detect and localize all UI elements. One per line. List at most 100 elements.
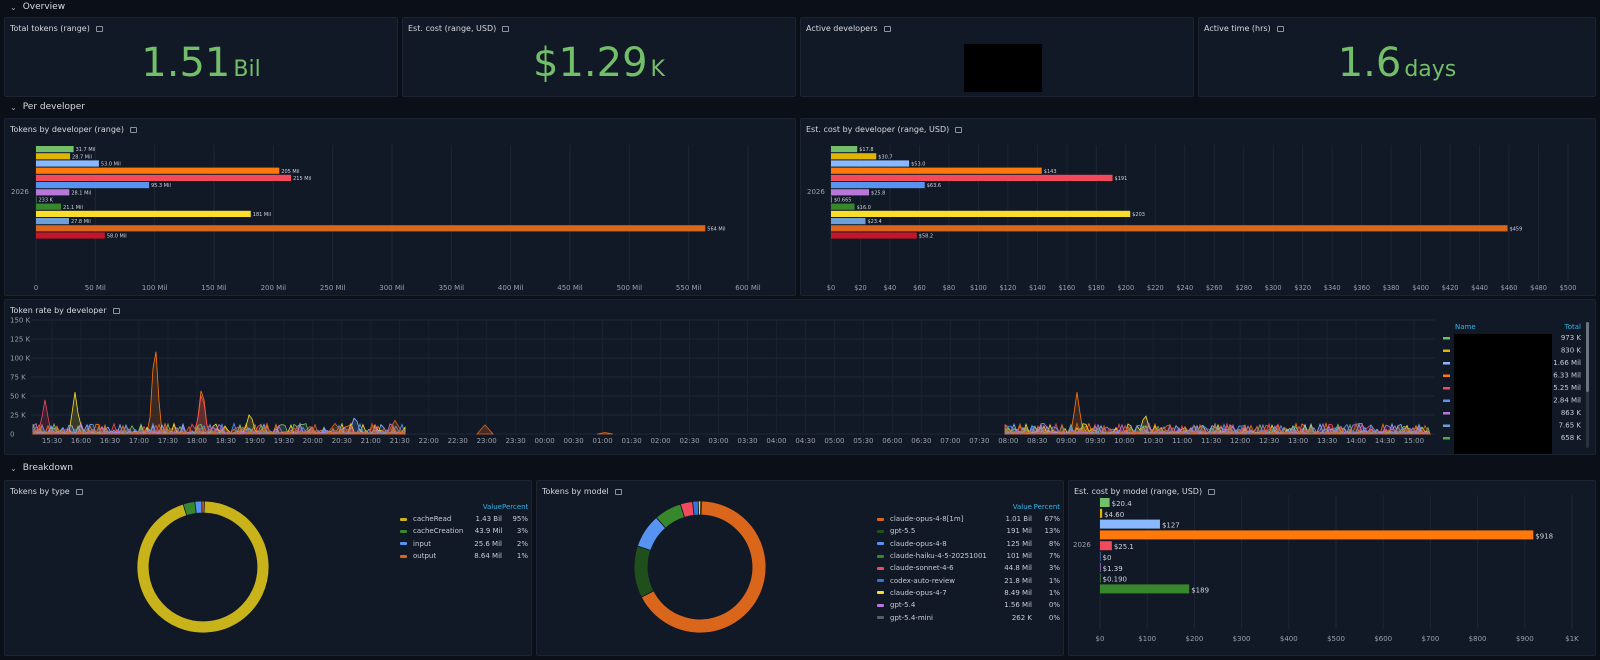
stat-value: 1.6 days [1337,40,1457,86]
chevron-down-icon: ⌄ [10,2,17,12]
bar-label: $189 [1191,586,1209,594]
legend-value: 125 Mil [1006,539,1032,548]
row-overview[interactable]: ⌄ Overview [0,0,1600,14]
x-tick-label: $800 [1469,635,1487,643]
bar-label: 215 Mil [293,176,311,182]
pie-slice [194,500,203,514]
series-line [300,425,320,435]
bar [36,160,99,167]
x-tick-label: $500 [1560,284,1577,292]
legend-item[interactable]: codex-auto-review 21.8 Mil 1% [877,574,1060,586]
bar-label: 95.3 Mil [151,183,171,189]
x-tick-label: $320 [1294,284,1311,292]
x-tick-label: 21:00 [361,437,381,445]
bar-label: 58.0 Mil [107,234,127,240]
legend-item[interactable]: claude-opus-4-8[1m] 1.01 Bil 67% [877,513,1060,525]
bar-label: $0 [1103,554,1112,562]
x-tick-label: $900 [1516,635,1534,643]
bar-label: $918 [1535,532,1553,540]
cost-by-developer-chart: $0 $20 $40 $60 $80 $100 $120 $140 $160 $180 $200 $2… [807,145,1577,292]
bar-label: $20.4 [1112,500,1133,508]
x-tick-label: $0 [1096,635,1105,643]
legend-item[interactable]: gpt-5.5 191 Mil 13% [877,525,1060,537]
legend-item[interactable]: cacheRead 1.43 Bil 95% [400,513,528,525]
category-label: 2026 [11,188,29,196]
bar [831,189,870,196]
x-tick-label: 23:00 [477,437,497,445]
x-tick-label: $160 [1058,284,1075,292]
panel-menu-icon[interactable] [95,25,103,32]
panel-menu-icon[interactable] [883,25,891,32]
panel-menu-icon[interactable] [1208,488,1216,495]
legend-item[interactable]: gpt-5.4 1.56 Mil 0% [877,599,1060,611]
legend-swatch [1443,387,1450,390]
x-tick-label: 04:30 [795,437,815,445]
legend-item[interactable]: claude-haiku-4-5-20251001 101 Mil 7% [877,550,1060,562]
panel-menu-icon[interactable] [1276,25,1284,32]
x-tick-label: 21:30 [390,437,410,445]
legend-total: 658 K [1561,434,1582,442]
bar-label: $17.8 [859,147,873,153]
x-tick-label: $80 [943,284,956,292]
panel-menu-icon[interactable] [112,307,120,314]
panel-menu-icon[interactable] [75,488,83,495]
legend-value: 1.01 Bil [1005,515,1032,524]
row-per-developer-title: Per developer [22,102,85,112]
legend-percent: 95% [512,515,528,524]
bar [831,210,1131,217]
legend-total: 5.25 Mil [1553,384,1581,392]
legend-item[interactable]: cacheCreation 43.9 Mil 3% [400,525,528,537]
panel-menu-icon[interactable] [502,25,510,32]
panel-menu-icon[interactable] [129,126,137,133]
legend-swatch [1443,374,1450,377]
x-tick-label: 13:30 [1317,437,1337,445]
x-tick-label: 350 Mil [439,284,465,292]
legend-item[interactable]: claude-opus-4-7 8.49 Mil 1% [877,587,1060,599]
legend-percent: 3% [516,527,528,536]
pie-slice [136,500,270,634]
legend-name: gpt-5.4-mini [890,613,933,622]
x-tick-label: $20 [854,284,867,292]
panel-title: Tokens by model [542,487,609,496]
bar [1100,519,1160,529]
legend-percent: 7% [1048,552,1060,561]
x-tick-label: 10:30 [1143,437,1163,445]
series-line [32,351,1431,435]
legend-name: output [413,552,437,561]
legend-total: 7.65 K [1559,422,1582,430]
legend-item[interactable]: claude-sonnet-4-6 44.8 Mil 3% [877,562,1060,574]
chevron-down-icon: ⌄ [10,463,17,473]
x-tick-label: 550 Mil [676,284,702,292]
x-tick-label: $300 [1233,635,1251,643]
legend-swatch [400,542,407,546]
legend-value: 101 Mil [1006,552,1032,561]
legend-total: 2.84 Mil [1553,397,1581,405]
panel-menu-icon[interactable] [955,126,963,133]
legend-item[interactable]: input 25.6 Mil 2% [400,538,528,550]
panel-menu-icon[interactable] [614,488,622,495]
legend-item[interactable]: gpt-5.4-mini 262 K 0% [877,611,1060,623]
legend-name: input [413,539,432,548]
bar [831,218,866,225]
x-tick-label: 05:30 [853,437,873,445]
bar [831,160,910,167]
x-tick-label: 150 Mil [201,284,227,292]
legend-name-header: Name [1455,323,1476,331]
x-tick-label: 06:00 [882,437,902,445]
x-tick-label: 100 Mil [142,284,168,292]
chevron-down-icon: ⌄ [10,102,17,112]
category-label: 2026 [807,188,825,196]
legend-item[interactable]: claude-opus-4-8 125 Mil 8% [877,538,1060,550]
x-tick-label: 09:00 [1056,437,1076,445]
legend-name: cacheRead [413,515,452,524]
bar [36,218,69,225]
x-tick-label: $220 [1147,284,1164,292]
bar-label: $30.7 [878,154,892,160]
x-tick-label: $400 [1412,284,1429,292]
row-per-developer[interactable]: ⌄ Per developer [0,100,1600,114]
x-tick-label: 12:00 [1230,437,1250,445]
bar-label: $53.0 [911,162,925,168]
row-breakdown[interactable]: ⌄ Breakdown [0,461,1600,475]
tokens-by-model-legend: Value Percent claude-opus-4-8[1m] 1.01 Bil 6… [877,503,1060,624]
legend-item[interactable]: output 8.64 Mil 1% [400,550,528,562]
